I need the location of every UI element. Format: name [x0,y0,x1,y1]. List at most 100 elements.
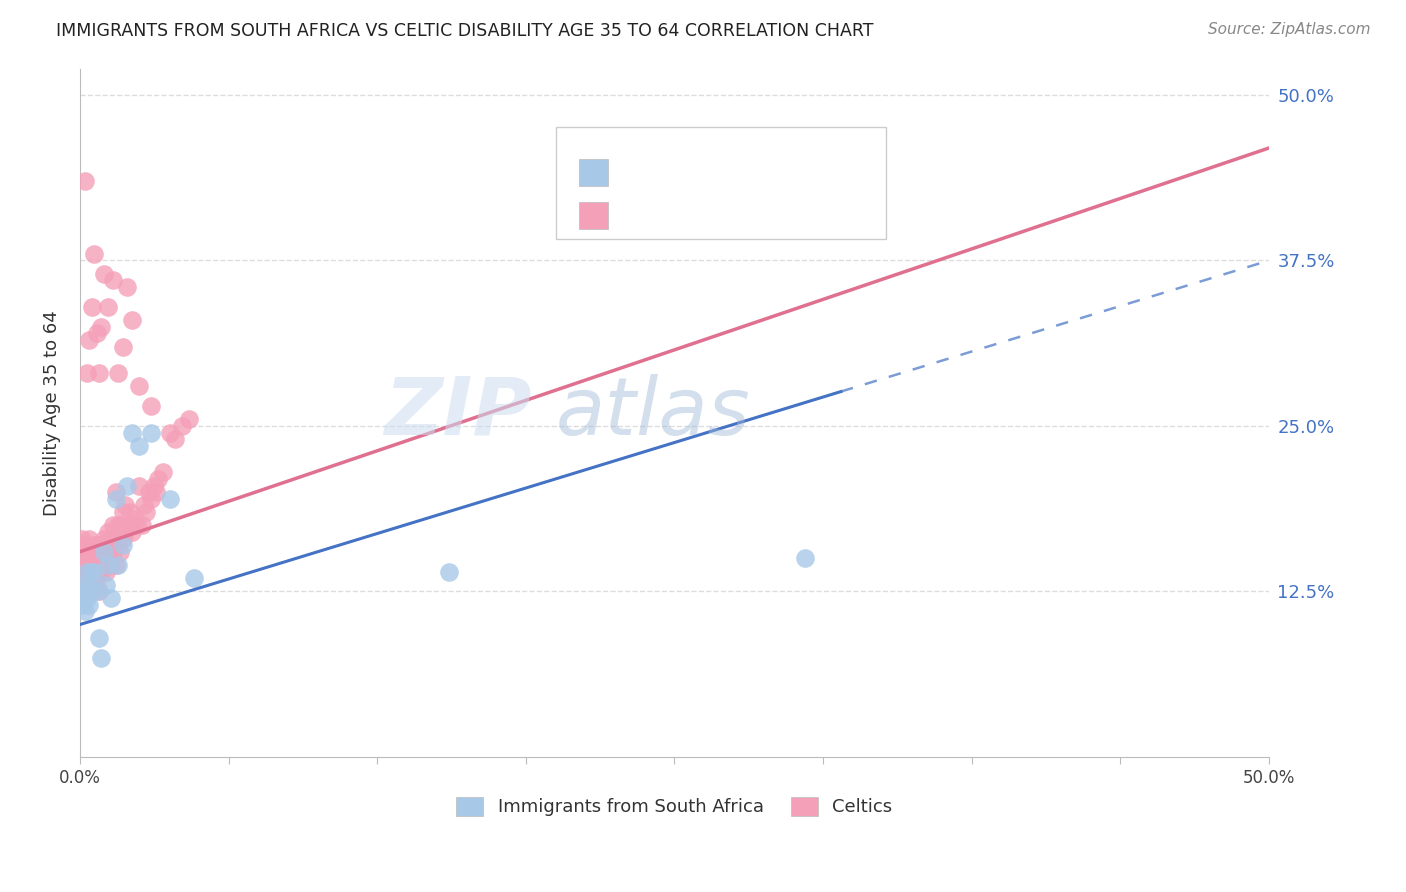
Point [97,551,120,566]
Point [135,505,157,519]
Point [100,591,122,605]
Point [131,518,153,533]
Point [111,339,134,353]
Point [118,505,141,519]
Point [107,558,129,572]
Point [87,631,110,645]
Point [128,379,150,393]
Point [132,499,155,513]
Point [70,571,93,585]
Point [159,491,181,506]
Point [121,313,143,327]
Point [117,280,139,294]
Point [80,584,103,599]
Point [90,538,112,552]
Point [101,545,124,559]
Text: 0.329: 0.329 [664,163,716,181]
Point [86,584,108,599]
Point [83,578,105,592]
Point [73,174,96,188]
Point [97,300,120,314]
Point [76,565,98,579]
Text: Source: ZipAtlas.com: Source: ZipAtlas.com [1208,22,1371,37]
Point [121,425,143,440]
Point [94,565,117,579]
Point [107,518,129,533]
Text: 0.394: 0.394 [664,207,716,225]
Text: 29: 29 [756,163,782,181]
Text: N =: N = [710,163,762,181]
Point [117,518,139,533]
Point [70,551,93,566]
Point [138,485,160,500]
Point [87,538,110,552]
Point [79,532,101,546]
Point [142,478,165,492]
Point [111,538,134,552]
Point [110,545,132,559]
Point [141,491,163,506]
Text: ZIP: ZIP [384,374,531,451]
Point [83,538,105,552]
Text: N =: N = [710,207,762,225]
Point [437,565,460,579]
Point [124,511,146,525]
Text: R =: R = [619,207,658,225]
Point [73,545,96,559]
Legend: Immigrants from South Africa, Celtics: Immigrants from South Africa, Celtics [449,789,900,823]
Point [159,425,181,440]
Point [90,650,112,665]
Point [94,538,117,552]
Point [163,432,186,446]
Point [94,578,117,592]
Point [86,551,108,566]
Point [86,571,108,585]
Point [101,273,124,287]
Point [121,524,143,539]
Point [183,571,205,585]
Point [76,538,98,552]
Point [87,366,110,380]
Point [97,558,120,572]
Point [125,518,148,533]
Point [107,538,129,552]
Point [141,425,163,440]
Point [100,558,122,572]
Point [93,558,115,572]
Point [76,558,98,572]
Point [73,584,96,599]
Point [80,584,103,599]
Point [80,545,103,559]
Point [90,565,112,579]
Point [70,532,93,546]
Point [80,565,103,579]
Point [79,598,101,612]
Point [794,551,817,566]
Point [128,478,150,492]
Point [90,319,112,334]
Point [83,247,105,261]
Point [128,439,150,453]
Point [117,478,139,492]
Point [80,565,103,579]
Point [104,485,127,500]
Point [79,333,101,347]
Point [114,499,136,513]
Point [80,300,103,314]
Point [93,545,115,559]
Point [73,565,96,579]
Text: IMMIGRANTS FROM SOUTH AFRICA VS CELTIC DISABILITY AGE 35 TO 64 CORRELATION CHART: IMMIGRANTS FROM SOUTH AFRICA VS CELTIC D… [56,22,873,40]
Y-axis label: Disability Age 35 to 64: Disability Age 35 to 64 [44,310,60,516]
Point [87,584,110,599]
Point [76,366,98,380]
Point [145,485,167,500]
Point [141,399,163,413]
Point [148,472,170,486]
Point [83,558,105,572]
Point [179,412,201,426]
Point [79,578,101,592]
Point [110,518,132,533]
Point [86,326,108,341]
Text: 81: 81 [756,207,782,225]
Point [79,571,101,585]
